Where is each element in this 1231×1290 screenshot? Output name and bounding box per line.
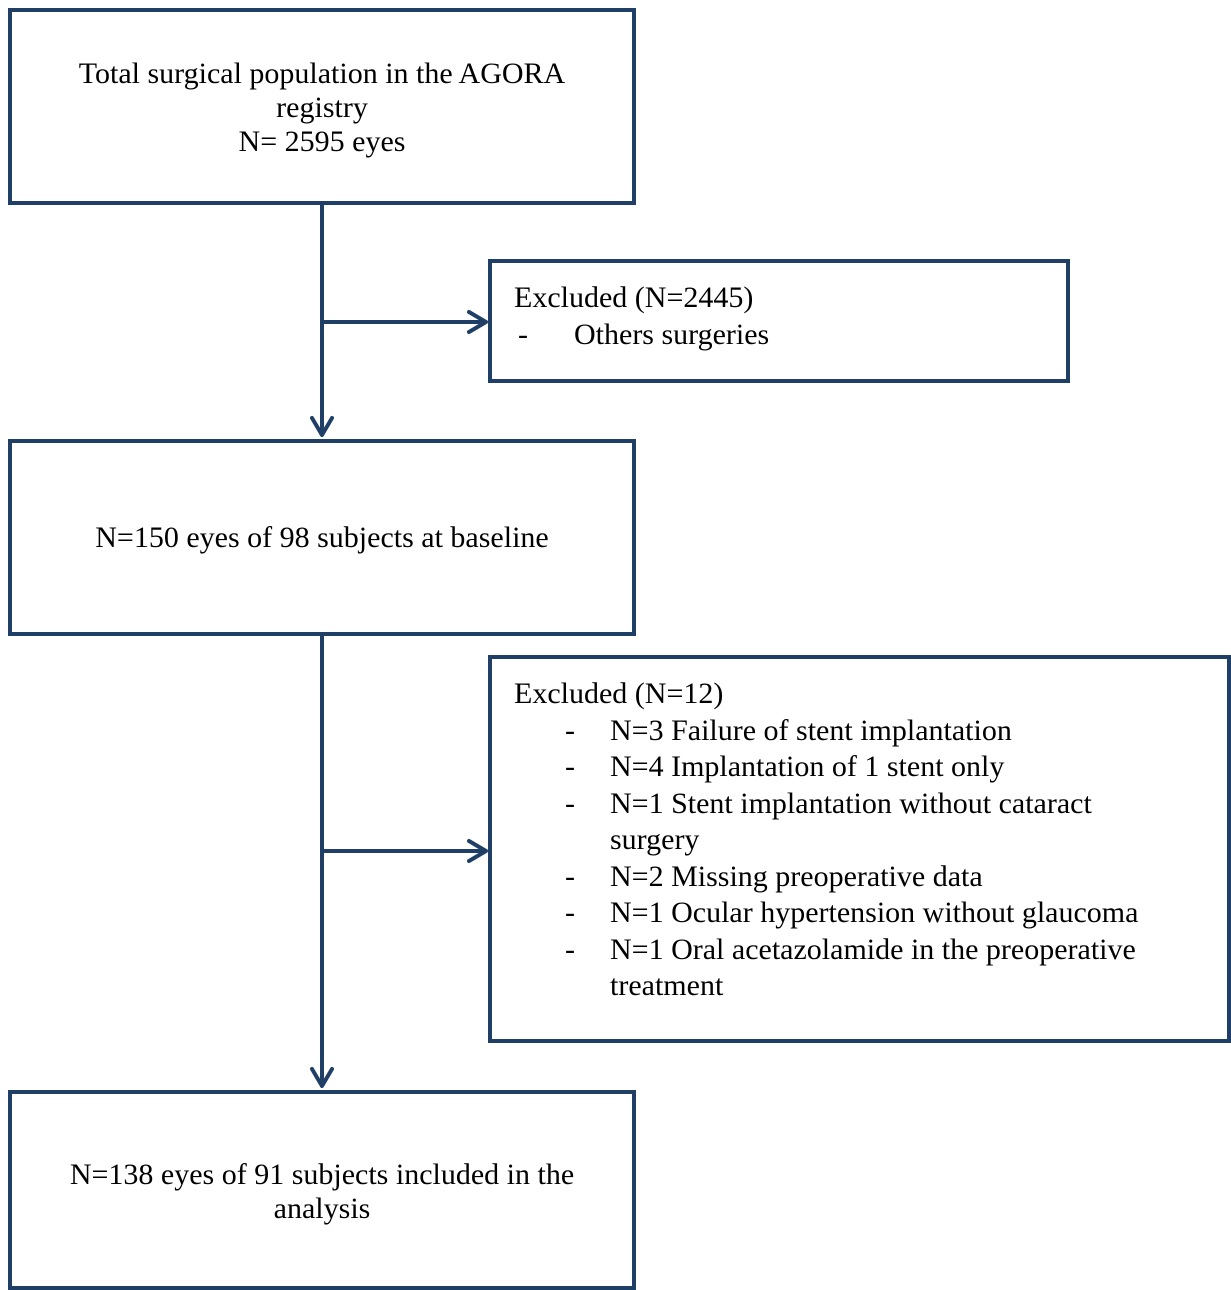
list-item: - N=2 Missing preoperative data	[514, 859, 1227, 896]
final-analysis-line-2: analysis	[274, 1192, 371, 1226]
excluded-box-2-title: Excluded (N=12)	[514, 676, 1227, 713]
list-item-text: N=1 Stent implantation without cataract	[610, 786, 1227, 823]
list-dash: -	[565, 859, 610, 896]
excluded-box-1: Excluded (N=2445) - Others surgeries	[488, 259, 1070, 383]
final-analysis-line-1: N=138 eyes of 91 subjects included in th…	[70, 1158, 574, 1192]
list-item-text: N=3 Failure of stent implantation	[610, 713, 1227, 750]
final-analysis-box: N=138 eyes of 91 subjects included in th…	[8, 1090, 636, 1290]
list-item: - N=3 Failure of stent implantation	[514, 713, 1227, 750]
list-item: - N=4 Implantation of 1 stent only	[514, 749, 1227, 786]
list-item-text: N=1 Ocular hypertension without glaucoma	[610, 895, 1227, 932]
excluded-box-1-title: Excluded (N=2445)	[514, 280, 1066, 317]
total-population-line-2: registry	[276, 91, 368, 125]
list-item-text-continued: surgery	[610, 822, 1227, 859]
list-item-text: N=4 Implantation of 1 stent only	[610, 749, 1227, 786]
excluded-box-1-item: - Others surgeries	[514, 317, 1066, 354]
list-dash: -	[565, 932, 610, 1005]
list-dash: -	[565, 749, 610, 786]
total-population-count: N= 2595 eyes	[239, 125, 406, 159]
list-item-text: N=1 Oral acetazolamide in the preoperati…	[610, 932, 1227, 969]
list-item: - N=1 Ocular hypertension without glauco…	[514, 895, 1227, 932]
list-dash: -	[565, 895, 610, 932]
list-item-text: N=2 Missing preoperative data	[610, 859, 1227, 896]
excluded-box-2: Excluded (N=12) - N=3 Failure of stent i…	[488, 655, 1231, 1043]
list-dash: -	[514, 317, 574, 354]
baseline-box: N=150 eyes of 98 subjects at baseline	[8, 439, 636, 636]
list-item: - N=1 Oral acetazolamide in the preopera…	[514, 932, 1227, 1005]
list-item-text-continued: treatment	[610, 968, 1227, 1005]
total-population-box: Total surgical population in the AGORA r…	[8, 8, 636, 205]
baseline-text: N=150 eyes of 98 subjects at baseline	[95, 521, 548, 555]
list-item: - N=1 Stent implantation without catarac…	[514, 786, 1227, 859]
list-dash: -	[565, 713, 610, 750]
total-population-line-1: Total surgical population in the AGORA	[79, 57, 565, 91]
excluded-box-1-item-text: Others surgeries	[574, 317, 1066, 354]
list-dash: -	[565, 786, 610, 859]
